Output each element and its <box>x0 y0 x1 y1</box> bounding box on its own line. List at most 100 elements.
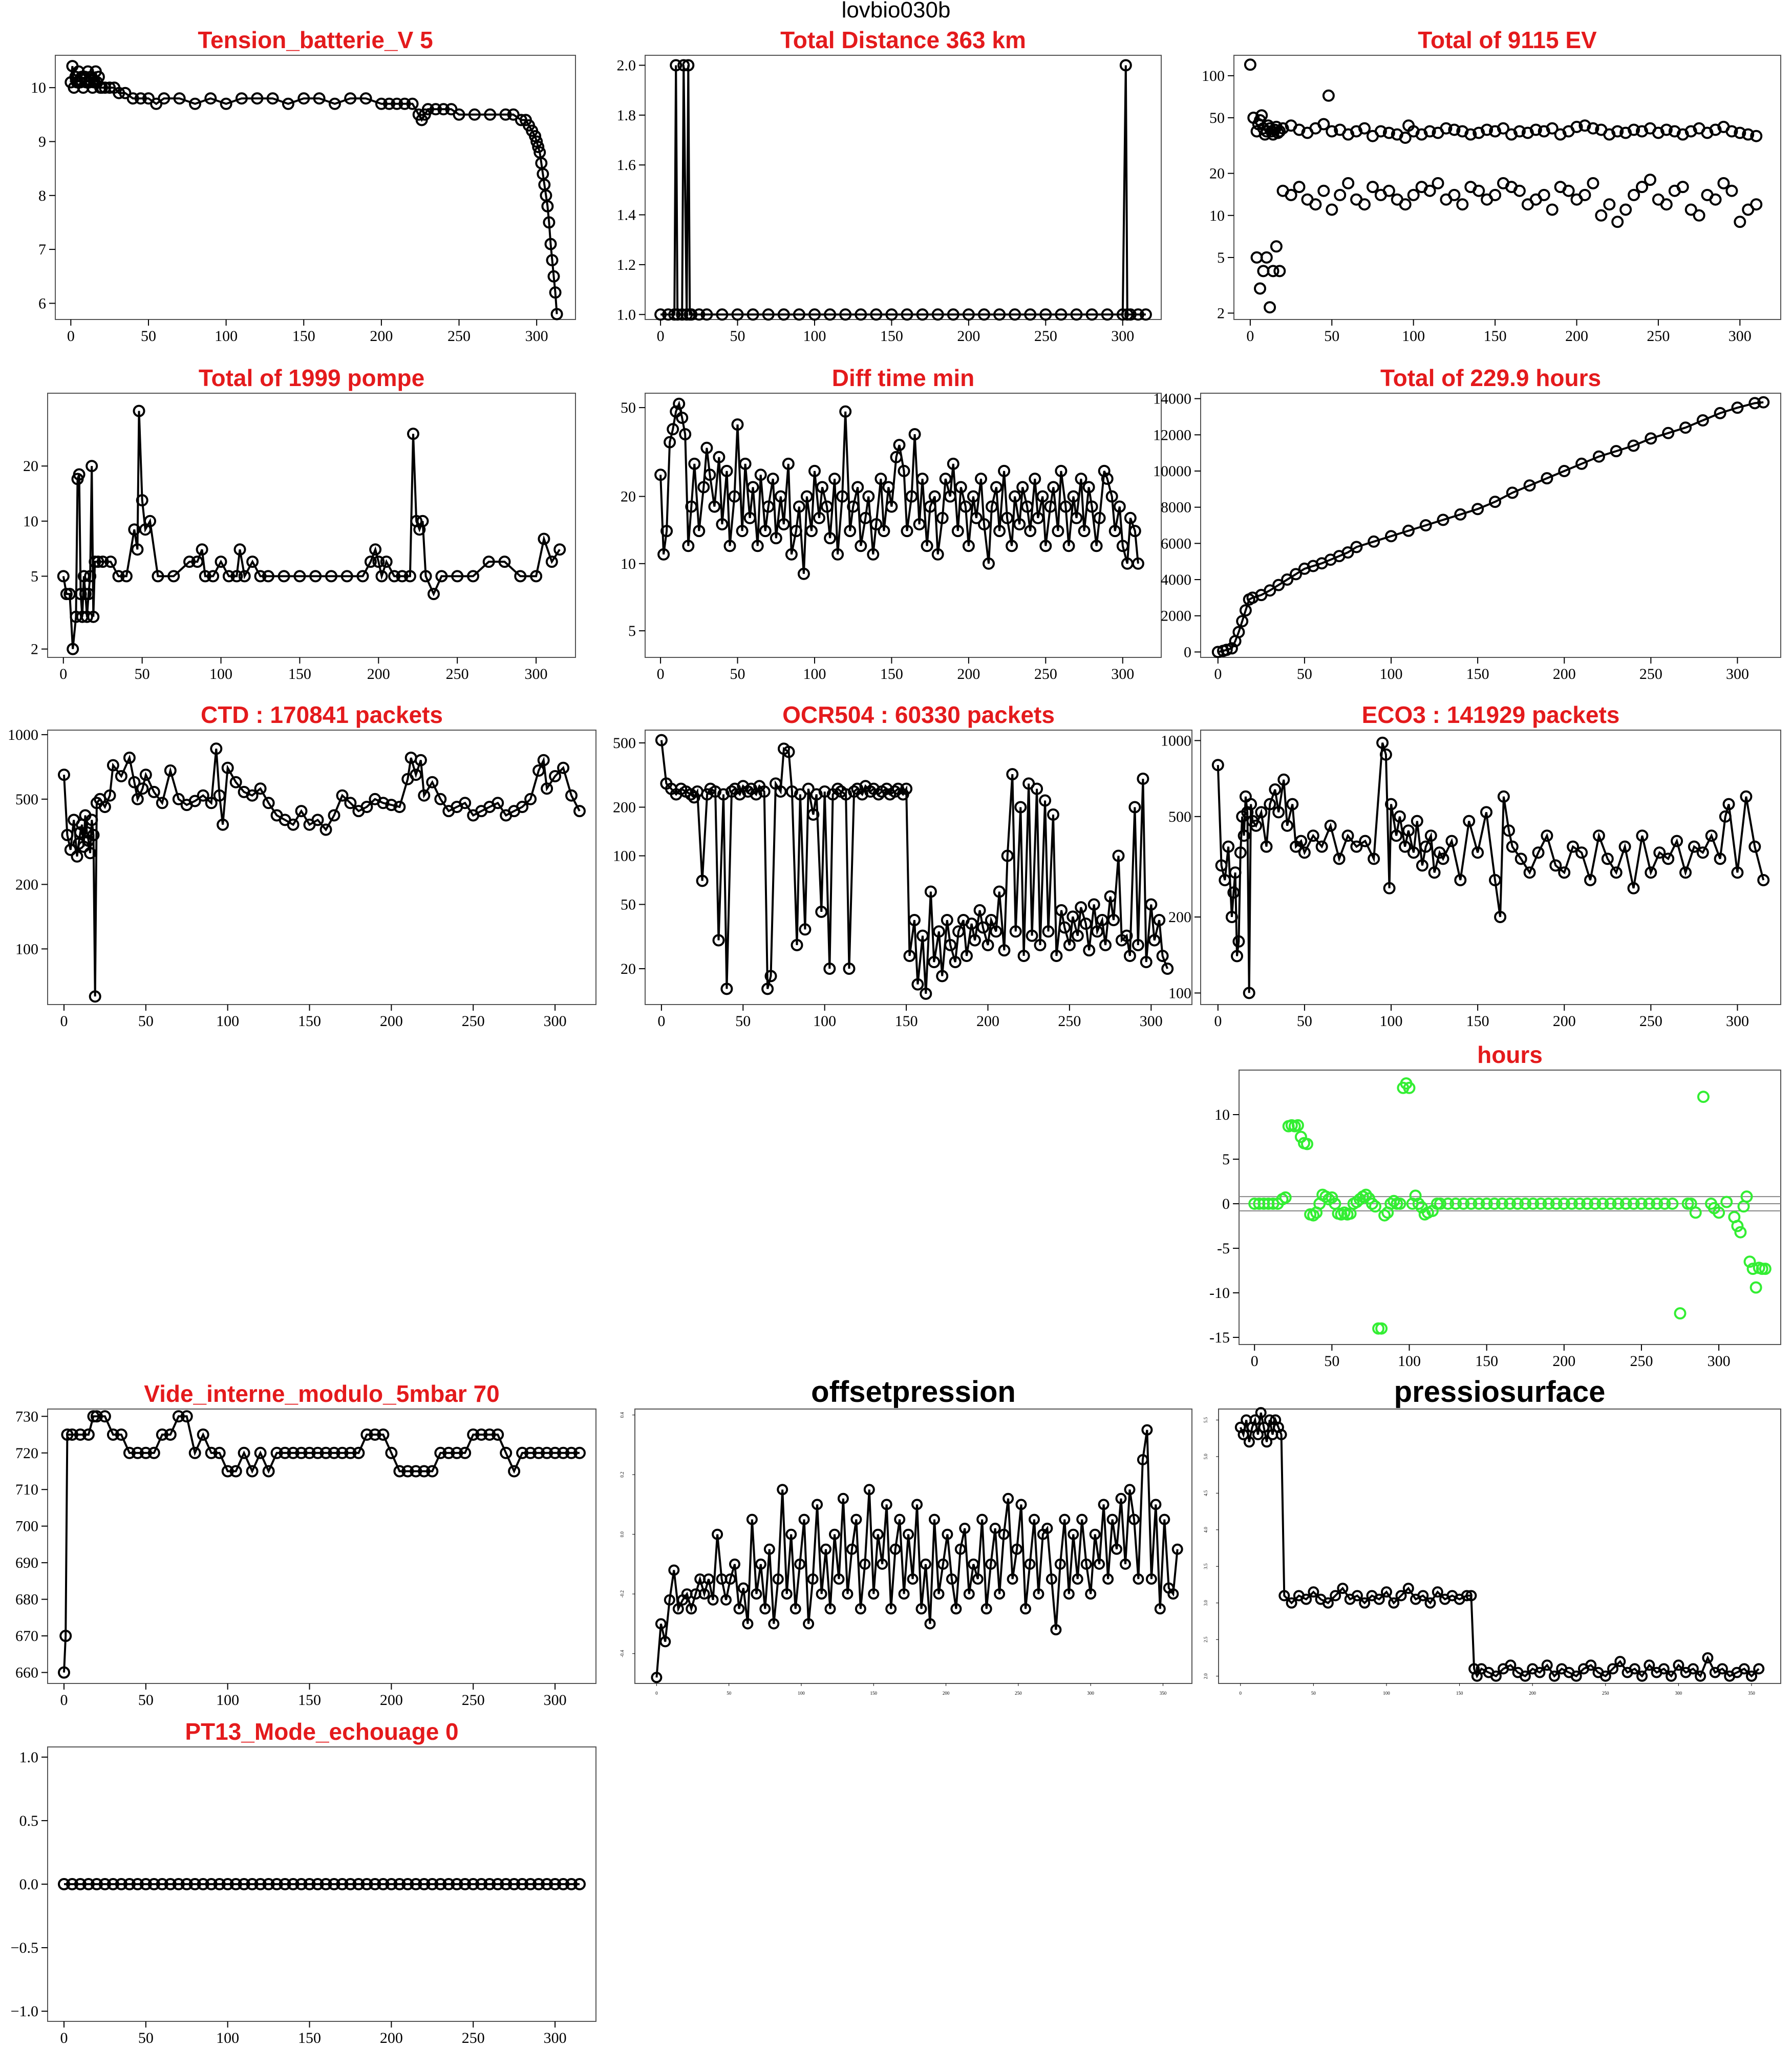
pompe-ytick-label: 2 <box>31 641 38 658</box>
pt13-xtick-label: 50 <box>138 2030 154 2046</box>
eco3-data-point <box>1269 783 1282 796</box>
distance-data-point <box>670 59 682 72</box>
vide-data-point <box>287 1446 300 1459</box>
pt13-data-point <box>459 1878 472 1890</box>
offsetpression-data-point <box>1089 1528 1101 1540</box>
distance-ytick-label: 1.8 <box>617 107 636 124</box>
offsetpression-data-point <box>1063 1588 1075 1600</box>
ev-xtick-label: 150 <box>1484 328 1507 345</box>
tension-data-point <box>235 92 248 105</box>
difftime-data-point <box>1052 525 1064 538</box>
pompe-data-point <box>325 570 337 583</box>
eco3-data-point <box>1238 829 1250 842</box>
pompe-data-point <box>238 570 251 583</box>
difftime-data-point <box>885 500 898 513</box>
pt13-data-point <box>303 1878 316 1890</box>
difftime-data-point <box>1013 518 1026 530</box>
distance-xtick-label: 300 <box>1111 328 1134 345</box>
difftime-data-point <box>766 473 779 485</box>
offsetpression-data-point <box>1137 1454 1148 1465</box>
difftime-data-point <box>723 540 736 552</box>
offsetpression-data-point <box>968 1559 979 1570</box>
pressiosurface-data-point <box>1252 1429 1264 1440</box>
hours_total-data-point <box>1541 472 1553 485</box>
ctd-data-point <box>87 828 100 841</box>
pt13-data-point <box>115 1878 127 1890</box>
ocr-data-point <box>794 788 806 801</box>
eco3-data-point <box>1419 840 1432 853</box>
distance-data-point <box>947 308 959 321</box>
ev-data-point <box>1367 181 1379 194</box>
ev-data-point <box>1382 126 1395 139</box>
vide-data-point <box>123 1446 136 1459</box>
ev-data-point <box>1611 125 1624 138</box>
difftime-data-point <box>688 457 701 470</box>
hours_diff-data-point <box>1750 1281 1762 1294</box>
ocr-data-point <box>928 956 941 968</box>
pompe-data-point <box>340 570 353 583</box>
hours_diff-data-point <box>1473 1198 1485 1210</box>
hours_total-data-point <box>1350 541 1363 553</box>
difftime-data-point <box>901 525 913 538</box>
tension-data-point <box>134 92 147 105</box>
offsetpression-data-point <box>954 1543 966 1555</box>
pt13-data-point <box>295 1878 308 1890</box>
ocr-data-point <box>799 923 812 936</box>
offsetpression-data-point <box>746 1513 758 1525</box>
offsetpression-data-point <box>1029 1513 1040 1525</box>
pompe-series-line <box>62 411 561 649</box>
difftime-xtick-label: 150 <box>880 666 903 682</box>
ocr-xtick-label: 100 <box>813 1013 836 1030</box>
offsetpression-data-point <box>933 1588 945 1600</box>
difftime-data-point <box>1047 481 1060 494</box>
difftime-data-point <box>670 405 682 418</box>
eco3-data-point <box>1610 866 1623 879</box>
distance-data-point <box>746 308 759 321</box>
offsetpression-data-point <box>1041 1523 1053 1534</box>
ocr-data-point <box>903 950 916 962</box>
difftime-data-point <box>878 525 890 538</box>
hours_diff-chart: hours 0 50 100 150 200 250 300 -15 -10 -5 0 5 10 <box>1209 1041 1781 1370</box>
eco3-data-point <box>1627 882 1640 894</box>
ctd-data-point <box>197 789 209 802</box>
ocr-data-point <box>990 925 1002 938</box>
offsetpression-data-point <box>755 1559 766 1570</box>
vide-data-point <box>115 1428 127 1441</box>
pt13-data-point <box>393 1878 406 1890</box>
ocr-data-point <box>908 914 921 926</box>
ctd-ytick-label: 1000 <box>8 727 38 743</box>
difftime-data-point <box>855 540 867 552</box>
eco3-title: ECO3 : 141929 packets <box>1362 701 1620 728</box>
tension-data-point <box>550 308 563 321</box>
eco3-data-point <box>1222 840 1235 853</box>
difftime-data-point <box>890 451 903 463</box>
ctd-data-point <box>80 826 93 839</box>
hours_diff-data-point <box>1369 1200 1381 1213</box>
pressiosurface-data-point <box>1308 1586 1319 1598</box>
offsetpression-data-point <box>1024 1559 1036 1570</box>
pressiosurface-xtick-label: 350 <box>1748 1691 1755 1696</box>
pressiosurface-ytick-label: 2.5 <box>1203 1636 1208 1642</box>
ctd-data-point <box>336 789 349 802</box>
vide-data-point <box>139 1446 152 1459</box>
eco3-data-point <box>1215 859 1228 872</box>
vide-ytick-label: 670 <box>15 1628 38 1645</box>
ctd-data-point <box>344 797 357 809</box>
difftime-data-point <box>1044 500 1057 513</box>
pompe-data-point <box>498 556 511 568</box>
eco3-data-point <box>1341 829 1354 842</box>
ev-ytick-label: 100 <box>1202 68 1225 84</box>
eco3-data-point <box>1558 866 1571 879</box>
distance-data-point <box>808 308 821 321</box>
vide-xtick-label: 0 <box>60 1692 68 1709</box>
pt13-data-point <box>254 1878 267 1890</box>
eco3-data-point <box>1497 790 1510 803</box>
distance-data-point <box>1024 308 1037 321</box>
offsetpression-data-point <box>907 1573 919 1585</box>
hours_total-data-point <box>1385 530 1397 543</box>
hours_total-ytick-label: 6000 <box>1161 535 1191 552</box>
ocr-chart: OCR504 : 60330 packets 0 50 100 150 200 250 300… <box>613 701 1192 1030</box>
eco3-data-point <box>1333 852 1346 865</box>
offsetpression-data-point <box>651 1672 663 1683</box>
eco3-data-point <box>1618 840 1631 853</box>
